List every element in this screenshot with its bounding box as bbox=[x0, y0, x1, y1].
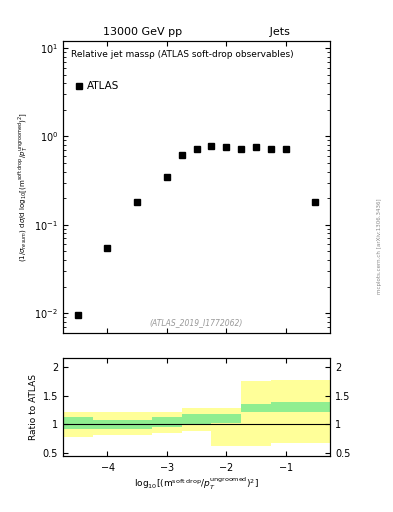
Text: mcplots.cern.ch [arXiv:1306.3436]: mcplots.cern.ch [arXiv:1306.3436] bbox=[377, 198, 382, 293]
Title: 13000 GeV pp                         Jets: 13000 GeV pp Jets bbox=[103, 28, 290, 37]
Legend: ATLAS: ATLAS bbox=[76, 81, 119, 91]
Text: (ATLAS_2019_I1772062): (ATLAS_2019_I1772062) bbox=[150, 318, 243, 327]
Text: Relative jet massρ (ATLAS soft-drop observables): Relative jet massρ (ATLAS soft-drop obse… bbox=[71, 50, 294, 59]
Y-axis label: $(1/\sigma_{resum})$ d$\sigma$/d log$_{10}$[(m$^{\rm soft\ drop}$/$p_T^{\rm ungr: $(1/\sigma_{resum})$ d$\sigma$/d log$_{1… bbox=[17, 112, 30, 262]
Y-axis label: Ratio to ATLAS: Ratio to ATLAS bbox=[29, 374, 39, 440]
X-axis label: log$_{10}$[(m$^{\rm soft\ drop}$/$p_T^{\rm ungroomed})^2$]: log$_{10}$[(m$^{\rm soft\ drop}$/$p_T^{\… bbox=[134, 475, 259, 492]
